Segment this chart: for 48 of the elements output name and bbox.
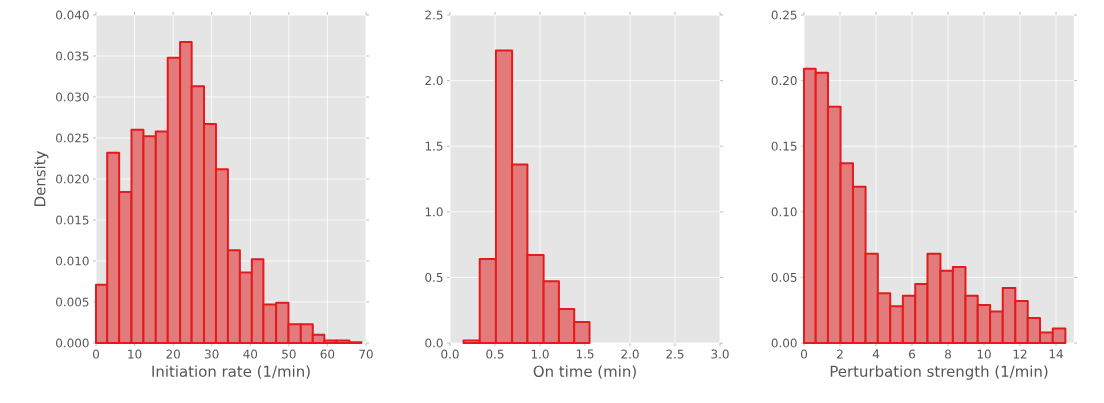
y-tick-label: 0.020 [56,174,89,184]
x-tick-label: 40 [243,349,258,359]
y-tick-label: 0.015 [56,215,89,225]
y-tick-label: 0.25 [771,10,797,20]
y-tick-label: 0.05 [771,272,797,282]
x-tick-label: 0 [92,349,100,359]
y-tick-label: 0.000 [56,338,89,348]
y-tick-label: 0.025 [56,133,89,143]
x-tick-label: 30 [205,349,219,359]
y-tick-label: 0.5 [425,272,443,282]
y-tick-label: 1.5 [425,141,443,151]
x-tick-label: 0.0 [441,349,459,359]
x-tick-label: 60 [320,349,335,359]
y-tick-label: 2.5 [425,10,443,20]
x-tick-label: 20 [166,349,180,359]
x-axis-title: Initiation rate (1/min) [152,365,310,379]
y-axis-title: Density [33,151,49,206]
x-tick-label: 14 [1049,349,1063,359]
y-tick-label: 0.030 [56,92,89,102]
x-tick-label: 6 [909,349,916,359]
x-tick-label: 1.5 [576,349,594,359]
x-tick-label: 1.0 [531,349,549,359]
x-tick-label: 4 [872,349,880,359]
y-tick-label: 0.040 [56,10,89,20]
x-tick-label: 10 [128,349,142,359]
y-tick-label: 0.035 [56,51,89,61]
y-tick-label: 0.20 [771,76,797,86]
x-tick-label: 2.5 [666,349,684,359]
y-tick-label: 0.10 [771,207,797,217]
x-axis-title: Perturbation strength (1/min) [830,365,1048,380]
x-tick-label: 8 [945,349,951,359]
x-tick-label: 2.0 [621,349,639,359]
x-tick-label: 12 [1013,349,1027,359]
y-tick-label: 0.00 [771,338,797,348]
x-tick-label: 3.0 [711,349,729,359]
y-tick-label: 1.0 [425,207,443,217]
x-tick-label: 70 [359,349,373,359]
x-tick-label: 10 [977,349,991,359]
x-tick-label: 0 [800,349,808,359]
y-tick-label: 0.010 [56,256,89,266]
y-tick-label: 0.005 [56,297,89,307]
x-axis-title: On time (min) [533,365,636,379]
x-tick-label: 0.5 [486,349,504,359]
x-tick-label: 50 [282,349,296,359]
y-tick-label: 0.15 [771,141,797,151]
x-tick-label: 2 [837,349,843,359]
y-tick-label: 0.0 [425,338,443,348]
y-tick-label: 2.0 [425,76,443,86]
